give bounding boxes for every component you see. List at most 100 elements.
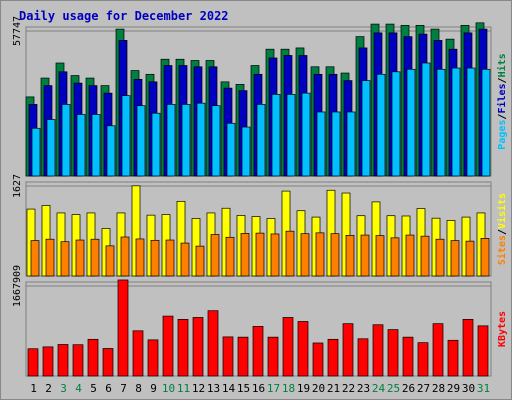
bar-sites	[285, 230, 295, 277]
bar-kbytes	[102, 348, 114, 377]
bar-sites	[105, 245, 115, 277]
bar-kbytes	[327, 338, 339, 377]
legend-separator: /	[497, 114, 508, 120]
bar-kbytes	[132, 330, 144, 377]
day-label: 7	[120, 382, 127, 395]
bar-pages	[376, 73, 386, 177]
bar-sites	[90, 238, 100, 277]
day-label: 23	[357, 382, 370, 395]
day-label: 6	[105, 382, 112, 395]
bar-sites	[360, 234, 370, 277]
legend-hits: Hits	[496, 53, 508, 77]
bar-sites	[405, 234, 415, 277]
bar-kbytes	[237, 336, 249, 377]
panel-2: 1627 Sites/Visits	[12, 174, 508, 277]
series-legend: Pages/Files/Hits	[496, 53, 508, 149]
day-label: 22	[342, 382, 355, 395]
panel-3: 1667909 KBytes	[12, 265, 508, 377]
bar-kbytes	[342, 323, 354, 377]
bar-sites	[270, 233, 280, 277]
bar-pages	[286, 94, 296, 177]
day-label: 20	[312, 382, 325, 395]
series-legend: KBytes	[497, 311, 508, 347]
bar-pages	[451, 67, 461, 177]
bar-kbytes	[432, 323, 444, 377]
bar-pages	[76, 114, 86, 177]
series-sites	[30, 230, 490, 277]
day-label: 29	[447, 382, 460, 395]
day-label: 19	[297, 382, 310, 395]
bar-sites	[390, 237, 400, 277]
day-label: 14	[222, 382, 236, 395]
series-kbytes	[27, 279, 489, 377]
legend-separator: /	[497, 229, 508, 235]
y-max-label: 1627	[12, 174, 23, 198]
bar-kbytes	[42, 346, 54, 377]
bar-sites	[180, 242, 190, 277]
bar-kbytes	[57, 344, 69, 377]
bar-sites	[225, 236, 235, 277]
bar-sites	[375, 235, 385, 277]
bar-pages	[406, 68, 416, 177]
bar-kbytes	[462, 318, 474, 377]
bar-pages	[136, 105, 146, 177]
bar-sites	[150, 239, 160, 277]
bar-sites	[45, 238, 55, 277]
bar-pages	[241, 126, 251, 177]
bar-kbytes	[192, 317, 204, 377]
day-label: 17	[267, 382, 280, 395]
day-label: 3	[60, 382, 67, 395]
bar-sites	[255, 232, 265, 277]
bar-sites	[480, 238, 490, 277]
bar-sites	[435, 238, 445, 277]
bar-pages	[436, 68, 446, 177]
bar-sites	[420, 235, 430, 277]
bar-pages	[391, 71, 401, 177]
day-label: 15	[237, 382, 250, 395]
bar-kbytes	[357, 338, 369, 377]
bar-pages	[316, 111, 326, 177]
bar-sites	[465, 240, 475, 277]
bar-sites	[240, 233, 250, 277]
bar-sites	[330, 233, 340, 277]
bar-pages	[466, 67, 476, 177]
bar-kbytes	[417, 342, 429, 377]
bar-kbytes	[447, 339, 459, 377]
bar-pages	[481, 68, 491, 177]
bar-kbytes	[372, 324, 384, 377]
day-label: 25	[387, 382, 400, 395]
bar-kbytes	[177, 318, 189, 377]
y-max-label: 57747	[12, 16, 23, 46]
day-label: 18	[282, 382, 295, 395]
bar-kbytes	[267, 336, 279, 377]
series-legend: Sites/Visits	[496, 193, 508, 265]
day-label: 26	[402, 382, 415, 395]
bar-sites	[315, 232, 325, 277]
bar-kbytes	[147, 339, 159, 377]
bar-pages	[196, 102, 206, 177]
bar-pages	[331, 111, 341, 177]
bar-pages	[166, 104, 176, 177]
bar-kbytes	[252, 326, 264, 377]
bar-sites	[300, 233, 310, 277]
day-label: 8	[135, 382, 142, 395]
legend-sites: Sites	[496, 235, 508, 265]
chart-title: Daily usage for December 2022	[19, 9, 229, 23]
bar-pages	[61, 104, 71, 177]
bar-pages	[91, 114, 101, 177]
day-label: 24	[372, 382, 386, 395]
day-axis: 1 2 3 4 5 6 7 8 9 10 11 12 13 14 15 16 17 18 19 20 21 22 23 24 2…	[30, 382, 490, 395]
bar-pages	[121, 95, 131, 177]
day-label: 10	[162, 382, 175, 395]
bar-sites	[450, 240, 460, 277]
bar-pages	[361, 80, 371, 177]
bar-sites	[120, 236, 130, 277]
bar-sites	[60, 241, 70, 277]
bar-kbytes	[72, 344, 84, 377]
bar-pages	[256, 104, 266, 177]
bar-pages	[301, 92, 311, 177]
bar-sites	[195, 245, 205, 277]
